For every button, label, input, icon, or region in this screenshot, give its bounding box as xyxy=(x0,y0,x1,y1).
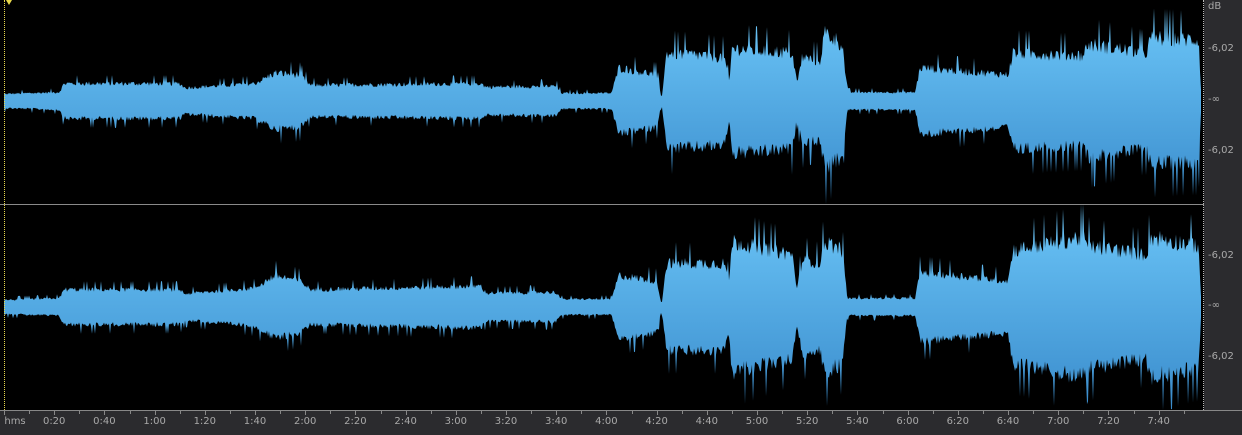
waveform-channel-2[interactable] xyxy=(4,203,1201,410)
ruler-tick xyxy=(531,411,533,414)
ruler-tick xyxy=(330,411,332,414)
ruler-format-label: hms xyxy=(4,416,26,427)
ruler-tick xyxy=(355,411,357,415)
ruler-tick xyxy=(255,411,256,415)
ruler-label: 7:00 xyxy=(1046,416,1070,427)
ruler-tick xyxy=(982,411,984,414)
ruler-tick xyxy=(480,411,482,414)
ruler-tick xyxy=(606,411,608,415)
ruler-tick xyxy=(380,411,382,414)
ruler-tick xyxy=(782,411,784,414)
ruler-tick xyxy=(581,411,583,414)
ruler-label: 0:40 xyxy=(93,416,116,427)
ruler-tick xyxy=(857,411,859,415)
ruler-label: 5:40 xyxy=(846,416,869,427)
ruler-tick xyxy=(957,411,959,415)
waveform-channel-1[interactable] xyxy=(4,8,1201,205)
ruler-tick xyxy=(1008,411,1009,415)
ruler-label: 1:00 xyxy=(143,416,166,427)
ruler-label: 1:40 xyxy=(243,416,267,427)
ruler-label: 7:20 xyxy=(1097,416,1120,427)
ruler-tick xyxy=(204,411,206,415)
ruler-tick xyxy=(305,411,307,415)
ruler-label: 5:20 xyxy=(795,416,819,427)
ruler-tick xyxy=(154,411,156,415)
ruler-tick xyxy=(430,411,432,414)
end-marker xyxy=(1203,0,1204,410)
ruler-label: 6:40 xyxy=(996,416,1020,427)
ruler-tick xyxy=(907,411,909,415)
ruler-tick xyxy=(706,411,708,415)
ruler-tick xyxy=(832,411,834,414)
ruler-tick xyxy=(556,411,558,415)
db-scale-panel: dB -6,02 -∞ -6,02 -6,02 -∞ -6,02 xyxy=(1204,0,1242,410)
ruler-tick xyxy=(506,411,507,415)
db-label: -∞ xyxy=(1208,300,1220,311)
ruler-label: 1:20 xyxy=(193,416,217,427)
db-label: -6,02 xyxy=(1208,43,1234,54)
db-label: -6,02 xyxy=(1208,250,1234,261)
db-unit-label: dB xyxy=(1208,1,1222,12)
ruler-tick xyxy=(882,411,884,414)
ruler-tick xyxy=(54,411,56,415)
ruler-label: 3:00 xyxy=(444,416,468,427)
ruler-label: 4:40 xyxy=(695,416,719,427)
ruler-tick xyxy=(1133,411,1135,414)
ruler-tick xyxy=(1108,411,1110,415)
ruler-label: 6:20 xyxy=(946,416,970,427)
ruler-label: 6:00 xyxy=(896,416,919,427)
ruler-label: 3:40 xyxy=(544,416,568,427)
ruler-tick xyxy=(280,411,282,414)
ruler-tick xyxy=(631,411,633,414)
ruler-tick xyxy=(129,411,131,414)
ruler-tick xyxy=(4,411,5,415)
ruler-label: 4:00 xyxy=(595,416,618,427)
time-ruler[interactable]: hms 0:20 0:40 1:00 1:20 1:40 2:00 2:20 2:40 3:00… xyxy=(0,410,1242,435)
ruler-tick xyxy=(405,411,407,415)
ruler-tick xyxy=(681,411,683,414)
playhead-cursor[interactable] xyxy=(4,0,12,410)
ruler-tick xyxy=(455,411,457,415)
waveform-view[interactable] xyxy=(0,0,1204,410)
ruler-tick xyxy=(104,411,106,415)
ruler-tick xyxy=(1158,411,1160,415)
db-label: -6,02 xyxy=(1208,351,1234,362)
ruler-label: 4:20 xyxy=(645,416,668,427)
ruler-tick xyxy=(932,411,934,414)
ruler-tick xyxy=(29,411,31,414)
db-label: -6,02 xyxy=(1208,145,1234,156)
db-label: -∞ xyxy=(1208,94,1220,105)
ruler-label: 7:40 xyxy=(1147,416,1170,427)
ruler-tick xyxy=(807,411,809,415)
ruler-tick xyxy=(1058,411,1060,415)
ruler-label: 0:20 xyxy=(42,416,66,427)
ruler-label: 5:00 xyxy=(745,416,769,427)
ruler-tick xyxy=(1083,411,1085,414)
ruler-tick xyxy=(1183,411,1185,414)
ruler-label: 2:20 xyxy=(344,416,367,427)
ruler-label: 3:20 xyxy=(494,416,518,427)
ruler-tick xyxy=(731,411,733,414)
ruler-tick xyxy=(179,411,181,414)
ruler-label: 2:40 xyxy=(394,416,417,427)
ruler-tick xyxy=(757,411,758,415)
ruler-label: 2:00 xyxy=(293,416,317,427)
ruler-tick xyxy=(1033,411,1035,414)
ruler-tick xyxy=(79,411,81,414)
ruler-tick xyxy=(656,411,658,415)
ruler-tick xyxy=(229,411,231,414)
playhead-marker-icon[interactable] xyxy=(6,0,12,5)
